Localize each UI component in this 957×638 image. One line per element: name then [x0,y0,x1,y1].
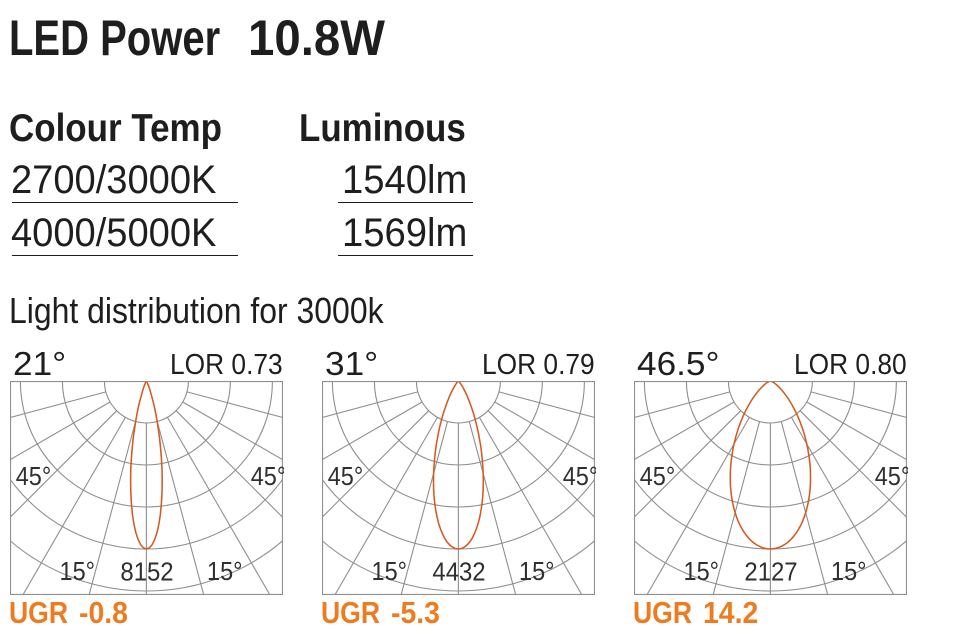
svg-text:45°: 45° [875,463,908,491]
svg-text:15°: 15° [519,558,554,586]
svg-text:15°: 15° [684,558,719,586]
svg-text:45°: 45° [251,463,284,491]
svg-text:2127: 2127 [744,558,797,587]
svg-text:4432: 4432 [432,558,485,587]
svg-text:45°: 45° [563,463,596,491]
svg-text:15°: 15° [60,558,95,586]
svg-text:8152: 8152 [120,558,173,587]
svg-text:45°: 45° [16,463,51,491]
svg-text:15°: 15° [372,558,407,586]
svg-text:45°: 45° [328,463,363,491]
svg-text:15°: 15° [207,558,242,586]
svg-text:15°: 15° [831,558,866,586]
svg-text:45°: 45° [640,463,675,491]
